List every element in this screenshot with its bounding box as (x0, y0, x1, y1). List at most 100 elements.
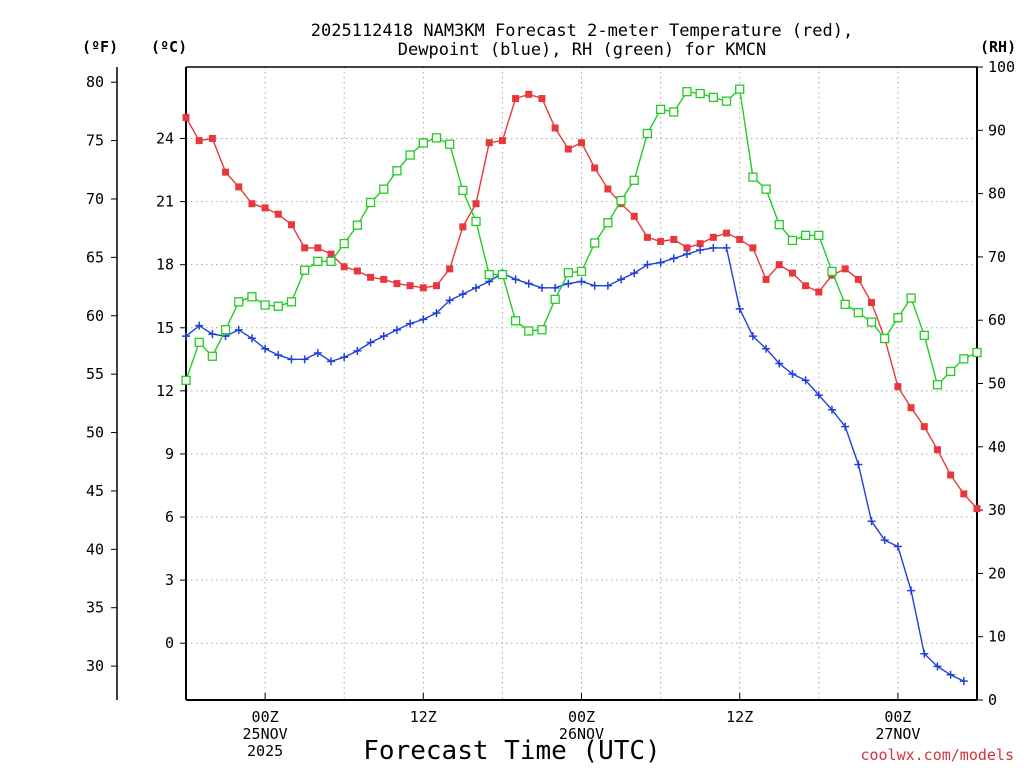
credit-label: coolwx.com/models (860, 746, 1014, 764)
x-tick-label: 2025 (247, 742, 283, 760)
rh-tick-label: 30 (988, 501, 1006, 519)
rh-point (181, 375, 191, 385)
c-tick-label: 6 (165, 508, 174, 526)
dewpoint-point (762, 344, 771, 353)
rh-point (524, 326, 534, 336)
x-tick-label: 27NOV (875, 725, 920, 743)
dewpoint-point (524, 279, 533, 288)
dewpoint-point (722, 243, 731, 252)
dewpoint-point (432, 309, 441, 318)
temperature-point (472, 200, 480, 208)
f-tick-label: 65 (86, 248, 104, 266)
rh-point (418, 138, 428, 148)
rh-point (352, 220, 363, 230)
chart-title-line1: 2025112418 NAM3KM Forecast 2-meter Tempe… (311, 21, 853, 41)
rh-point (445, 139, 455, 149)
dewpoint-point (366, 338, 375, 347)
rh-tick-label: 50 (988, 375, 1006, 393)
rh-tick-label: 90 (988, 121, 1006, 139)
rh-point (550, 294, 560, 304)
rh-point (590, 238, 600, 248)
rh-point (800, 230, 811, 241)
temperature-point (762, 275, 770, 283)
rh-point (880, 333, 890, 344)
c-tick-label: 15 (156, 319, 174, 337)
rh-point (234, 297, 244, 307)
temperature-point (696, 240, 704, 248)
temperature-point (314, 244, 322, 252)
temperature-point (973, 505, 981, 513)
dewpoint-point (472, 283, 481, 292)
dewpoint-point (406, 319, 415, 328)
rh-point (247, 292, 257, 302)
temperature-point (446, 265, 454, 273)
dewpoint-point (511, 275, 520, 284)
dewpoint-point (617, 275, 626, 284)
rh-tick-label: 70 (988, 248, 1006, 266)
c-tick-label: 12 (156, 382, 174, 400)
rh-point (761, 184, 771, 194)
c-tick-label: 3 (165, 571, 174, 589)
dewpoint-point (603, 281, 612, 290)
rh-tick-label: 0 (988, 691, 997, 709)
dewpoint-point (195, 321, 204, 330)
temperature-point (512, 95, 520, 103)
dewpoint-point (682, 250, 691, 259)
dewpoint-point (234, 325, 243, 334)
rh-point (497, 269, 508, 280)
series-dewpoint (182, 243, 968, 686)
rh-point (642, 128, 653, 139)
temperature-point (432, 282, 440, 290)
temperature-point (274, 210, 282, 218)
axes (116, 66, 978, 701)
rh-point (563, 268, 573, 278)
x-axis-label: Forecast Time (UTC) (363, 736, 660, 766)
dewpoint-point (590, 281, 599, 290)
x-tick-label: 25NOV (243, 725, 288, 743)
f-tick-label: 35 (86, 599, 104, 617)
rh-point (603, 218, 613, 228)
rh-point (787, 235, 798, 246)
dewpoint-point (327, 357, 336, 366)
rh-point (735, 84, 745, 94)
temperature-point (604, 185, 612, 193)
rh-line (185, 87, 978, 387)
rh-unit-label: (RH) (980, 38, 1016, 56)
temperature-point (525, 90, 533, 98)
rh-point (326, 256, 336, 266)
temperature-point (208, 135, 216, 143)
rh-point (906, 293, 916, 303)
rh-point (655, 104, 666, 115)
rh-point (405, 150, 415, 160)
temperature-point (854, 275, 862, 283)
temperature-point (723, 229, 731, 237)
temperature-point (287, 221, 295, 229)
dewpoint-point (287, 355, 296, 364)
temperature-point (788, 269, 796, 277)
c-tick-label: 18 (156, 256, 174, 274)
f-tick-label: 45 (86, 482, 104, 500)
y-axis-rh: 0 10 20 30 40 50 60 70 80 90 100 (977, 58, 1015, 709)
rh-point (616, 195, 626, 206)
temperature-point (393, 280, 401, 288)
rh-point (458, 185, 468, 196)
x-tick-label: 00Z (568, 708, 595, 726)
dewpoint-point (959, 677, 968, 686)
rh-point (299, 265, 310, 275)
rh-point (708, 92, 718, 103)
rh-point (431, 133, 442, 143)
rh-point (510, 316, 521, 326)
x-tick-label: 12Z (726, 708, 753, 726)
dewpoint-point (735, 304, 744, 313)
rh-point (260, 300, 270, 310)
rh-point (273, 301, 283, 311)
temperature-point (195, 137, 203, 145)
rh-tick-label: 80 (988, 185, 1006, 203)
dewpoint-point (814, 391, 823, 400)
rh-point (194, 337, 204, 348)
plot-area (181, 84, 982, 686)
rh-point (669, 107, 679, 117)
x-tick-label: 00Z (252, 708, 279, 726)
temperature-point (551, 124, 559, 132)
